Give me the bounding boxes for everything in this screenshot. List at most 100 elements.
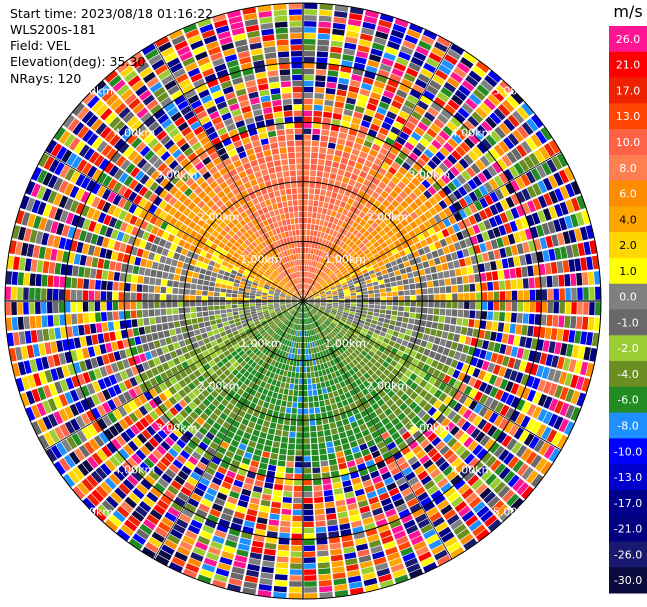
radar-gate [309, 188, 315, 194]
radar-gate [176, 439, 186, 449]
radar-gate [530, 133, 543, 148]
radar-gate [475, 528, 490, 542]
radar-gate [294, 323, 297, 330]
radar-gate [255, 303, 262, 306]
radar-gate [436, 178, 446, 188]
radar-gate [277, 393, 283, 400]
radar-gate [208, 359, 216, 368]
radar-gate [62, 339, 70, 351]
radar-gate [485, 271, 493, 281]
radar-gate [350, 303, 357, 307]
radar-gate [250, 361, 258, 369]
radar-gate [361, 287, 368, 292]
radar-gate [329, 314, 335, 319]
radar-gate [314, 87, 325, 94]
radar-gate [75, 415, 86, 429]
radar-gate [133, 408, 144, 420]
radar-gate [260, 456, 269, 464]
radar-gate [494, 214, 503, 226]
radar-gate [457, 372, 466, 382]
radar-gate [205, 466, 216, 476]
radar-gate [205, 252, 213, 260]
radar-gate [225, 293, 232, 297]
radar-gate [255, 274, 262, 280]
radar-gate [267, 304, 274, 307]
radar-gate [540, 314, 547, 326]
radar-gate [319, 307, 325, 311]
radar-gate [116, 340, 125, 350]
radar-gate [346, 460, 356, 468]
radar-gate [144, 241, 153, 251]
radar-gate [307, 217, 312, 224]
radar-gate [513, 335, 521, 346]
radar-gate [91, 334, 99, 345]
radar-gate [546, 159, 558, 173]
radar-gate [423, 528, 437, 540]
radar-gate [209, 315, 216, 321]
radar-gate [362, 479, 373, 488]
radar-gate [469, 93, 482, 106]
radar-gate [75, 202, 85, 215]
radar-gate [484, 151, 496, 164]
radar-gate [70, 240, 78, 252]
radar-gate [330, 428, 338, 435]
radar-gate [361, 255, 368, 262]
radar-gate [451, 133, 463, 145]
radar-gate [214, 305, 220, 310]
radar-gate [371, 381, 379, 389]
radar-gate [391, 492, 403, 502]
radar-gate [313, 293, 320, 296]
radar-gate [593, 317, 601, 331]
radar-gate [279, 448, 287, 455]
radar-gate [236, 272, 243, 278]
radar-gate [306, 265, 309, 272]
radar-gate [62, 473, 76, 488]
radar-gate [183, 445, 194, 455]
radar-gate [203, 451, 213, 461]
radar-gate [58, 352, 67, 365]
radar-gate [54, 426, 65, 440]
radar-gate [328, 325, 334, 331]
radar-gate [455, 129, 467, 140]
radar-gate [410, 382, 419, 391]
radar-gate [47, 234, 55, 247]
radar-gate [422, 294, 428, 301]
radar-gate [303, 408, 309, 414]
radar-gate [118, 301, 125, 310]
radar-gate [337, 511, 348, 519]
radar-gate [307, 292, 312, 297]
radar-gate [422, 132, 434, 143]
radar-gate [337, 169, 345, 176]
radar-gate [36, 260, 44, 273]
radar-gate [385, 310, 392, 315]
radar-gate [228, 277, 235, 283]
radar-gate [450, 317, 457, 325]
radar-gate [535, 365, 545, 378]
radar-gate [356, 291, 362, 296]
radar-gate [551, 355, 559, 368]
radar-gate [270, 507, 281, 514]
radar-gate [309, 279, 313, 285]
radar-gate [244, 268, 252, 274]
radar-gate [286, 313, 291, 319]
radar-gate [188, 330, 195, 338]
radar-gate [82, 218, 91, 231]
radar-gate [325, 380, 331, 387]
radar-gate [59, 210, 69, 223]
radar-gate [401, 146, 411, 156]
radar-gate [542, 177, 553, 191]
radar-gate [408, 530, 421, 540]
radar-gate [100, 312, 108, 322]
radar-gate [434, 549, 448, 561]
radar-gate [188, 264, 195, 272]
radar-gate [312, 383, 317, 390]
radar-gate [258, 511, 269, 519]
radar-gate [291, 296, 298, 300]
radar-gate [35, 274, 42, 287]
radar-gate [47, 315, 54, 327]
radar-gate [371, 450, 381, 459]
radar-gate [386, 329, 394, 335]
radar-gate [424, 382, 433, 392]
radar-gate [331, 560, 344, 568]
radar-gate [482, 422, 493, 434]
